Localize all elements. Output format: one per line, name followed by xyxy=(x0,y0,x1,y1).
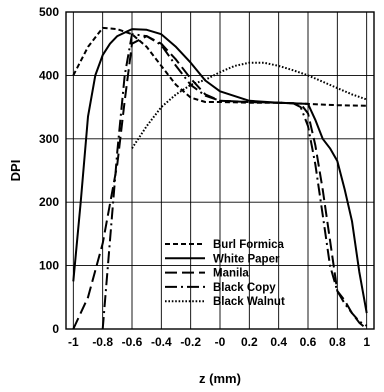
series-layer xyxy=(72,26,368,330)
x-tick-label: -0.4 xyxy=(151,335,172,349)
y-tick-label: 200 xyxy=(39,195,59,209)
grid xyxy=(66,11,374,330)
x-tick-label: 0.6 xyxy=(300,335,317,349)
x-tick-label: -0.6 xyxy=(122,335,143,349)
y-axis-label: DPI xyxy=(8,160,23,182)
x-tick-label: -0.2 xyxy=(180,335,201,349)
x-tick-label: 1 xyxy=(363,335,370,349)
plot-frame xyxy=(65,11,375,330)
legend-label-manila: Manila xyxy=(213,268,249,280)
y-tick-label: 500 xyxy=(39,5,59,19)
x-axis-ticks: -1 -0.8 -0.6 -0.4 -0.2 -0 0.2 0.4 0.6 0.8 1 xyxy=(68,335,370,349)
legend-label-white-paper: White Paper xyxy=(213,253,280,265)
x-tick-label: 0.8 xyxy=(329,335,346,349)
x-axis-label: z (mm) xyxy=(199,371,241,386)
series-line-black-copy xyxy=(101,33,368,330)
x-tick-label: -0.8 xyxy=(92,335,113,349)
series-line-manila xyxy=(72,35,368,330)
legend: Burl Formica White Paper Manila Black Copy B… xyxy=(165,239,285,308)
series-line-black-walnut xyxy=(131,61,368,149)
y-tick-label: 300 xyxy=(39,132,59,146)
legend-label-burl-formica: Burl Formica xyxy=(213,239,285,251)
y-tick-label: 400 xyxy=(39,68,59,82)
x-tick-label: -1 xyxy=(68,335,79,349)
legend-label-black-copy: Black Copy xyxy=(213,282,276,294)
x-tick-label: 0.4 xyxy=(270,335,287,349)
legend-label-black-walnut: Black Walnut xyxy=(213,296,285,308)
y-axis-ticks: 0 100 200 300 400 500 xyxy=(39,5,59,336)
x-tick-label: 0.2 xyxy=(241,335,258,349)
y-tick-label: 0 xyxy=(52,322,59,336)
x-tick-label: -0 xyxy=(215,335,226,349)
y-tick-label: 100 xyxy=(39,259,59,273)
